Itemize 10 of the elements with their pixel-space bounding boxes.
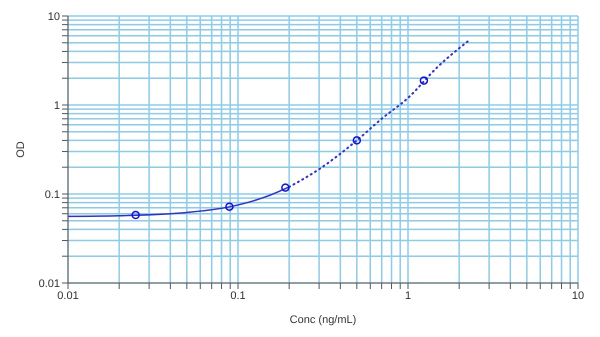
x-axis-title: Conc (ng/mL) bbox=[290, 314, 356, 326]
y-axis-title: OD bbox=[14, 141, 27, 158]
x-tick-label: 0.1 bbox=[230, 290, 246, 302]
x-tick-label: 1 bbox=[404, 290, 412, 302]
y-tick-label: 10 bbox=[48, 10, 60, 23]
x-tick-label: 10 bbox=[572, 290, 584, 302]
y-tick-label: 0.1 bbox=[44, 188, 60, 201]
x-tick-label: 0.01 bbox=[57, 290, 79, 302]
y-tick-label: 0.01 bbox=[38, 278, 60, 290]
y-tick-label: 1 bbox=[54, 100, 60, 112]
